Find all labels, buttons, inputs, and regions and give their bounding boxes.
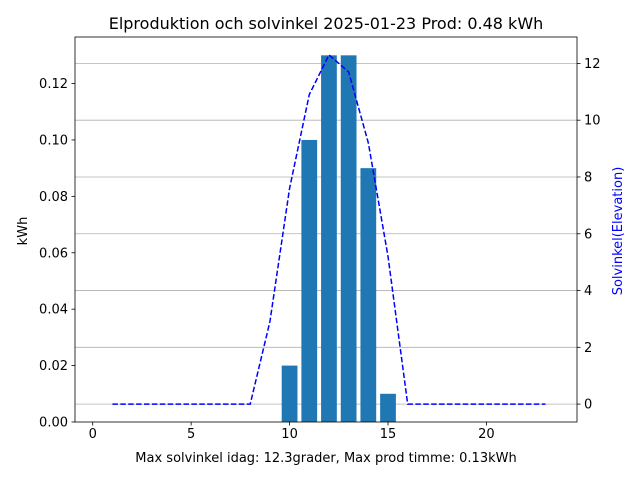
axes: 0 5 10 15 20 0.00 0.02 0.04 0.06 0.08 0.10 0.12 0 2 4 6…: [39, 36, 601, 442]
bar: [360, 168, 377, 422]
y-tick-label-right: 12: [584, 57, 601, 72]
y-tick-label-right: 6: [584, 227, 592, 242]
x-axis-label: Max solvinkel idag: 12.3grader, Max prod…: [135, 451, 516, 466]
bar-series: [281, 55, 396, 422]
x-tick-label: 20: [478, 427, 495, 442]
y-tick-label-right: 10: [584, 114, 601, 129]
y-axis-label-right: Solvinkel(Elevation): [611, 167, 626, 296]
bar: [380, 393, 396, 422]
bar: [301, 139, 318, 422]
y-tick-label-right: 0: [584, 398, 592, 413]
bar: [340, 55, 357, 422]
y-tick-label-right: 2: [584, 341, 592, 356]
bar: [321, 55, 337, 422]
x-tick-label: 0: [89, 427, 97, 442]
y-tick-label-left: 0.00: [39, 416, 68, 431]
solvinkel-line: [112, 53, 546, 405]
x-tick-label: 15: [380, 427, 397, 442]
y-tick-label-left: 0.04: [39, 303, 68, 318]
x-tick-label: 5: [187, 427, 195, 442]
plot-frame: [74, 36, 578, 423]
y-tick-label-left: 0.02: [39, 359, 68, 374]
y-axis-label-left: kWh: [16, 217, 31, 246]
y-tick-label-left: 0.08: [39, 190, 68, 205]
y-tick-label-left: 0.06: [39, 246, 68, 261]
y-tick-label-left: 0.12: [39, 77, 68, 92]
chart-title: Elproduktion och solvinkel 2025-01-23 Pr…: [109, 14, 544, 33]
y-tick-label-right: 8: [584, 170, 592, 185]
line-series: [112, 53, 546, 405]
y-tick-label-left: 0.10: [39, 133, 68, 148]
y-tick-label-right: 4: [584, 284, 592, 299]
bar: [281, 365, 298, 422]
x-tick-label: 10: [281, 427, 298, 442]
